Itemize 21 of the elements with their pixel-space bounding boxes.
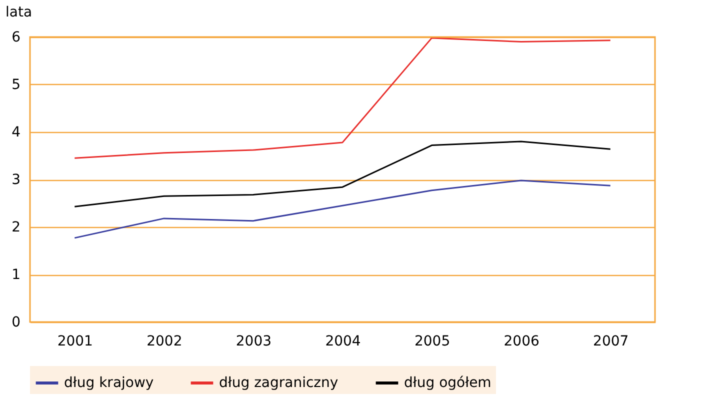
legend-label: dług krajowy [64,375,154,391]
x-tick-label: 2002 [146,334,182,350]
y-tick-label: 0 [12,314,20,330]
y-axis-title: lata [6,4,32,20]
x-tick-label: 2006 [504,334,540,350]
y-tick-label: 6 [12,30,21,46]
y-tick-label: 3 [12,172,20,188]
y-tick-label: 1 [12,267,20,283]
y-tick-label: 4 [12,124,21,140]
x-tick-label: 2004 [325,334,361,350]
x-tick-label: 2001 [57,334,93,350]
x-tick-label: 2003 [236,334,272,350]
y-tick-label: 5 [12,77,20,93]
legend-label: dług ogółem [404,375,492,391]
x-tick-label: 2007 [593,334,629,350]
y-tick-label: 2 [12,220,20,236]
line-series [74,37,612,159]
x-tick-label: 2005 [414,334,450,350]
line-series [74,180,612,239]
legend-label: dług zagraniczny [219,375,338,391]
line-series [74,140,612,208]
